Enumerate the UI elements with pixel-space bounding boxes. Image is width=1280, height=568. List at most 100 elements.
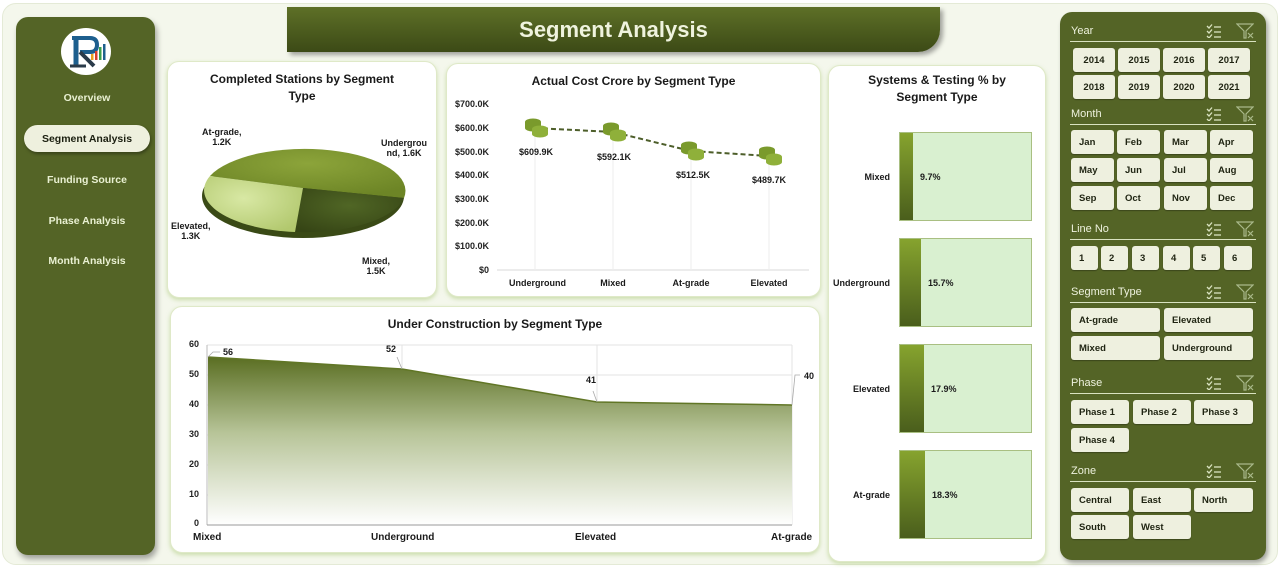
slicer-month-dec[interactable]: Dec <box>1210 186 1253 210</box>
x-tick: At-grade <box>771 532 813 543</box>
slicer-month-feb[interactable]: Feb <box>1117 130 1160 154</box>
slicer-phase-4[interactable]: Phase 4 <box>1071 428 1129 452</box>
multi-select-icon[interactable] <box>1206 222 1222 236</box>
slicer-month-oct[interactable]: Oct <box>1117 186 1160 210</box>
slicer-segment-mixed[interactable]: Mixed <box>1071 336 1160 360</box>
slicer-segment-underground[interactable]: Underground <box>1164 336 1253 360</box>
y-tick: 50 <box>188 369 199 379</box>
x-tick: Mixed <box>600 278 626 288</box>
slicer-phase-1[interactable]: Phase 1 <box>1071 400 1129 424</box>
clear-filter-icon[interactable] <box>1236 23 1254 39</box>
under-construction-chart: Under Construction by Segment Type 60 50… <box>170 306 820 553</box>
slicer-line-2[interactable]: 2 <box>1101 246 1128 270</box>
x-tick: Underground <box>509 278 566 288</box>
multi-select-icon[interactable] <box>1206 107 1222 121</box>
slicer-line-header: Line No <box>1070 220 1256 240</box>
bar-fill[interactable] <box>900 133 913 220</box>
slicer-month-header: Month <box>1070 105 1256 125</box>
coins-icon <box>681 141 704 161</box>
slicer-month-sep[interactable]: Sep <box>1071 186 1114 210</box>
slicer-zone-central[interactable]: Central <box>1071 488 1129 512</box>
nav-funding-source[interactable]: Funding Source <box>47 173 127 186</box>
slicer-year-2015[interactable]: 2015 <box>1118 48 1160 72</box>
slicer-title: Phase <box>1071 377 1103 389</box>
sidebar: Overview Segment Analysis Funding Source… <box>16 17 155 555</box>
y-tick: $500.0K <box>454 147 489 157</box>
data-label: 9.7% <box>920 172 941 182</box>
y-tick: 30 <box>188 429 199 439</box>
multi-select-icon[interactable] <box>1206 464 1222 478</box>
nav-phase-analysis[interactable]: Phase Analysis <box>48 214 126 227</box>
y-tick: 40 <box>188 399 199 409</box>
slicer-year-2020[interactable]: 2020 <box>1163 75 1205 99</box>
data-label: 52 <box>386 344 397 354</box>
bar-fill[interactable] <box>900 345 924 432</box>
slicer-zone-east[interactable]: East <box>1133 488 1191 512</box>
data-label: $609.9K <box>519 147 554 157</box>
pie-slice-elevated[interactable] <box>204 176 303 232</box>
y-tick: $100.0K <box>454 241 489 251</box>
slicer-title: Month <box>1071 108 1102 120</box>
slicer-line-5[interactable]: 5 <box>1193 246 1220 270</box>
page-title: Segment Analysis <box>519 16 708 42</box>
slicer-line-6[interactable]: 6 <box>1224 246 1252 270</box>
bar-fill[interactable] <box>900 239 921 326</box>
pie-chart <box>202 148 406 238</box>
slicer-zone-south[interactable]: South <box>1071 515 1129 539</box>
data-label: $512.5K <box>676 170 711 180</box>
slicer-zone-header: Zone <box>1070 462 1256 482</box>
slicer-line-1[interactable]: 1 <box>1071 246 1098 270</box>
slicer-month-nov[interactable]: Nov <box>1164 186 1207 210</box>
clear-filter-icon[interactable] <box>1236 221 1254 237</box>
category-label: Mixed <box>864 172 890 182</box>
slicer-year-2014[interactable]: 2014 <box>1073 48 1115 72</box>
slicer-year-2016[interactable]: 2016 <box>1163 48 1205 72</box>
clear-filter-icon[interactable] <box>1236 284 1254 300</box>
nav-month-analysis[interactable]: Month Analysis <box>48 254 126 267</box>
slicer-year-2018[interactable]: 2018 <box>1073 75 1115 99</box>
slicer-title: Line No <box>1071 223 1109 235</box>
slicer-phase-header: Phase <box>1070 374 1256 394</box>
slicer-month-aug[interactable]: Aug <box>1210 158 1253 182</box>
slicer-year-2021[interactable]: 2021 <box>1208 75 1250 99</box>
slicer-zone-north[interactable]: North <box>1194 488 1253 512</box>
pie-slice-mixed[interactable] <box>295 188 404 233</box>
pie-slice-underground[interactable] <box>210 148 406 198</box>
bar-track: 9.7% <box>899 132 1032 221</box>
slicer-segment-atgrade[interactable]: At-grade <box>1071 308 1160 332</box>
slicer-title: Zone <box>1071 465 1097 477</box>
multi-select-icon[interactable] <box>1206 24 1222 38</box>
slicer-month-mar[interactable]: Mar <box>1164 130 1207 154</box>
nav-overview[interactable]: Overview <box>63 91 111 104</box>
y-tick: $400.0K <box>454 170 489 180</box>
slicer-month-jun[interactable]: Jun <box>1117 158 1160 182</box>
slicer-year-2019[interactable]: 2019 <box>1118 75 1160 99</box>
x-tick: At-grade <box>672 278 710 288</box>
slicer-phase-2[interactable]: Phase 2 <box>1133 400 1191 424</box>
multi-select-icon[interactable] <box>1206 376 1222 390</box>
slicer-segment-elevated[interactable]: Elevated <box>1164 308 1253 332</box>
slicer-month-jan[interactable]: Jan <box>1071 130 1114 154</box>
slicer-month-jul[interactable]: Jul <box>1164 158 1207 182</box>
slicer-year-2017[interactable]: 2017 <box>1208 48 1250 72</box>
y-tick: 60 <box>188 339 199 349</box>
chart-title: Under Construction by Segment Type <box>387 317 603 331</box>
y-tick: $300.0K <box>454 194 489 204</box>
clear-filter-icon[interactable] <box>1236 106 1254 122</box>
multi-select-icon[interactable] <box>1206 285 1222 299</box>
x-tick: Elevated <box>750 278 788 288</box>
data-label: 56 <box>223 347 234 357</box>
category-label: At-grade <box>852 490 890 500</box>
clear-filter-icon[interactable] <box>1236 375 1254 391</box>
slicer-line-3[interactable]: 3 <box>1132 246 1159 270</box>
slicer-phase-3[interactable]: Phase 3 <box>1194 400 1253 424</box>
slicer-line-4[interactable]: 4 <box>1163 246 1190 270</box>
slicer-zone-west[interactable]: West <box>1133 515 1191 539</box>
clear-filter-icon[interactable] <box>1236 463 1254 479</box>
slicer-month-may[interactable]: May <box>1071 158 1114 182</box>
nav-segment-analysis[interactable]: Segment Analysis <box>24 125 150 152</box>
bar-fill[interactable] <box>900 451 925 538</box>
chart-title: Systems & Testing % by Segment Type <box>868 73 1006 104</box>
slicer-month-apr[interactable]: Apr <box>1210 130 1253 154</box>
label-elevated: Elevated, 1.3K <box>171 221 211 241</box>
